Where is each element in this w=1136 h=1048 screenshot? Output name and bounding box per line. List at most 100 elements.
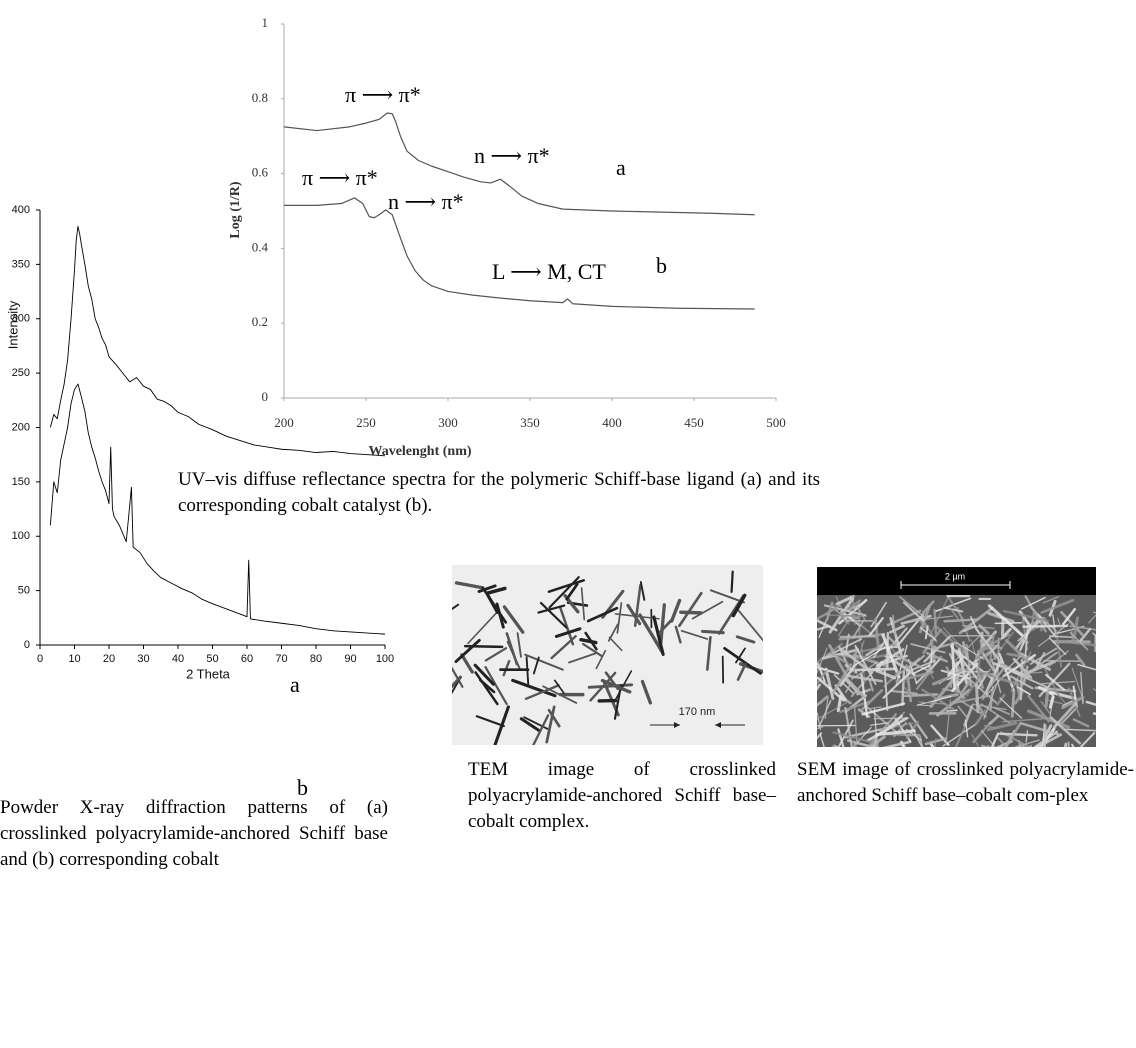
sem-fiber: [845, 674, 884, 683]
tem-rod: [460, 653, 474, 674]
tem-rod: [548, 576, 580, 609]
x-tick-label: 300: [438, 415, 458, 430]
sem-fiber: [908, 615, 954, 622]
sem-fiber: [852, 646, 886, 667]
scale-arrow: [715, 722, 721, 728]
tem-rod: [547, 708, 561, 728]
sem-fiber: [940, 669, 971, 680]
tem-rod: [604, 671, 620, 691]
sem-fiber: [1079, 732, 1096, 747]
tem-rod: [638, 613, 664, 654]
sem-fiber: [1044, 698, 1063, 705]
sem-fiber: [930, 649, 933, 663]
tem-rod: [452, 603, 460, 611]
sem-fiber: [1025, 729, 1029, 743]
sem-texture: [817, 595, 1096, 747]
tem-background: [452, 565, 763, 745]
sem-fiber: [817, 676, 846, 702]
sem-fiber: [817, 642, 843, 664]
sem-fiber: [971, 733, 980, 747]
tem-rod: [524, 684, 560, 701]
sem-fiber: [1088, 614, 1096, 624]
tem-rod: [613, 670, 633, 704]
sem-fiber: [1069, 631, 1089, 651]
sem-fiber: [1000, 731, 1032, 747]
sem-fiber: [860, 642, 866, 685]
tem-rod: [539, 601, 568, 629]
sem-fiber: [851, 740, 858, 747]
sem-fiber: [837, 728, 845, 747]
x-tick-label: 40: [172, 653, 184, 665]
tem-rod: [502, 605, 525, 634]
y-tick-label: 350: [12, 258, 30, 270]
tem-rod: [659, 603, 666, 645]
sem-fiber: [1000, 627, 1012, 640]
sem-fiber: [865, 643, 885, 657]
y-tick-label: 0.2: [252, 314, 268, 329]
sem-fiber: [948, 606, 959, 619]
sem-fiber: [862, 653, 891, 661]
tem-rod: [709, 589, 746, 604]
sem-fiber: [889, 624, 906, 634]
sem-fiber: [833, 674, 854, 694]
annotation: π ⟶ π*: [345, 82, 421, 107]
sem-fiber: [1060, 610, 1086, 639]
sem-fiber: [919, 626, 937, 641]
sem-fiber: [834, 684, 847, 702]
x-tick-label: 500: [766, 415, 786, 430]
sem-fiber: [1055, 633, 1063, 668]
sem-fiber: [905, 728, 923, 742]
y-tick-label: 250: [12, 367, 30, 379]
tem-rod: [475, 715, 505, 728]
sem-fiber: [1005, 639, 1030, 663]
tem-rod: [477, 584, 497, 593]
sem-fiber: [950, 645, 981, 683]
tem-rod: [542, 685, 578, 704]
tem-rod: [532, 656, 540, 675]
sem-fiber: [936, 688, 971, 717]
sem-fiber: [850, 682, 866, 699]
sem-fiber: [901, 670, 906, 706]
sem-fiber: [835, 595, 855, 606]
sem-fiber: [882, 714, 903, 734]
sem-fiber: [988, 714, 1000, 725]
sem-fiber: [861, 702, 906, 716]
sem-fiber: [1092, 712, 1096, 716]
tem-rod: [537, 604, 566, 614]
data-line: [283, 112, 755, 216]
sem-fiber: [834, 745, 839, 747]
tem-rod: [706, 635, 712, 671]
sem-fiber: [1044, 690, 1050, 708]
sem-fiber: [980, 744, 990, 747]
sem-fiber: [856, 605, 867, 623]
tem-rod: [545, 705, 556, 744]
sem-fiber: [1085, 700, 1096, 707]
sem-fiber: [1052, 687, 1067, 705]
sem-fiber: [1004, 722, 1022, 747]
sem-fiber: [881, 633, 901, 679]
x-tick-label: 350: [520, 415, 540, 430]
sem-fiber: [1048, 695, 1055, 709]
sem-fiber: [840, 599, 862, 615]
sem-fiber: [1040, 598, 1075, 614]
sem-fiber: [873, 707, 878, 739]
y-tick-label: 150: [12, 476, 30, 488]
sem-fiber: [986, 642, 1001, 657]
tem-rod: [486, 586, 507, 595]
tem-rod: [581, 642, 603, 657]
sem-fiber: [979, 640, 1003, 650]
sem-fiber: [902, 601, 925, 622]
tem-rod: [554, 627, 582, 638]
sem-fiber: [1042, 665, 1060, 697]
tem-rod: [568, 652, 598, 664]
sem-fiber: [869, 722, 889, 726]
sem-fiber: [845, 681, 853, 693]
tem-rod: [736, 662, 747, 681]
x-tick-label: 200: [274, 415, 294, 430]
y-tick-label: 0.6: [252, 165, 269, 180]
sem-fiber: [917, 704, 933, 707]
tem-rod: [550, 635, 577, 660]
sem-fiber: [944, 607, 964, 613]
tem-rod: [452, 675, 463, 689]
x-tick-label: 400: [602, 415, 622, 430]
